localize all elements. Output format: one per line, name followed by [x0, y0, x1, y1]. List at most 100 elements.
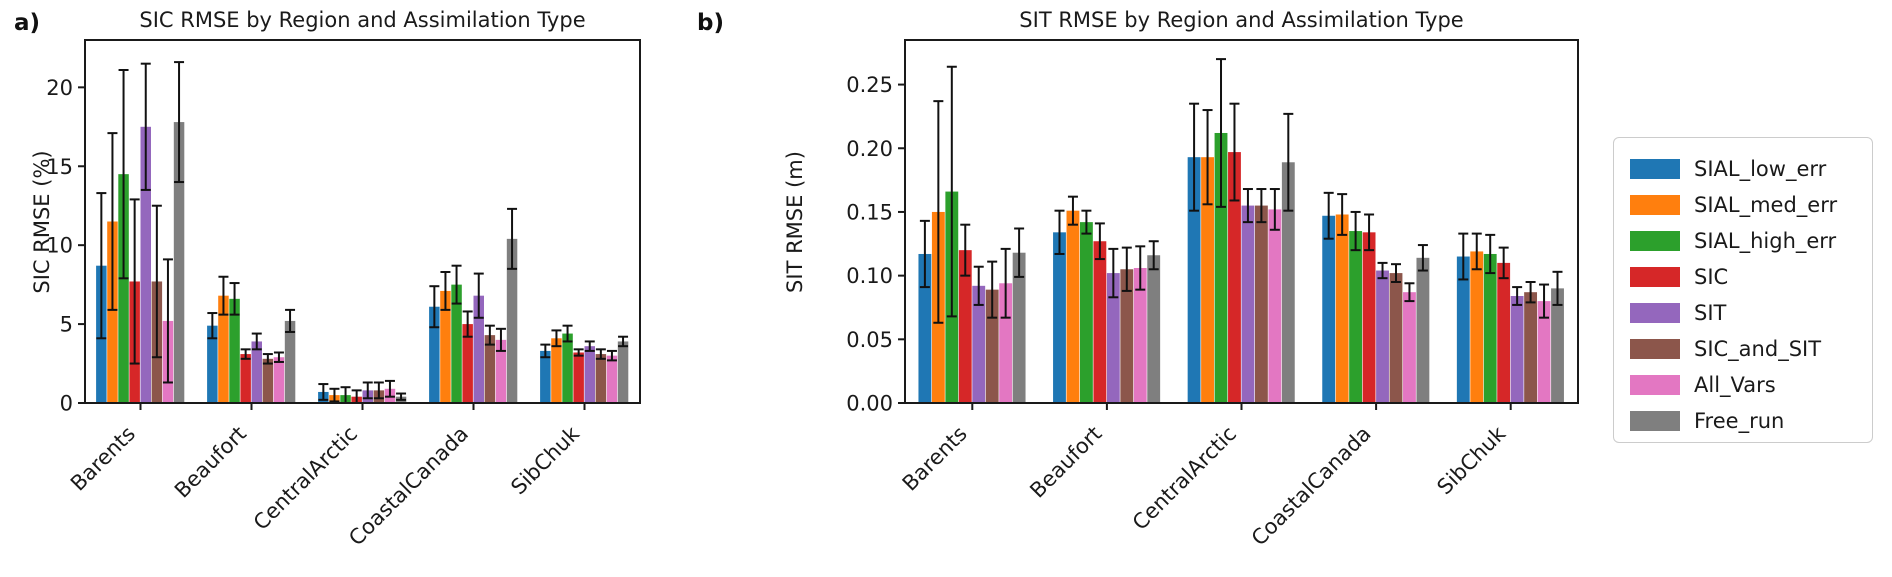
- legend-swatch-sial-high-err: [1630, 231, 1680, 251]
- legend-row: Free_run: [1630, 403, 1872, 439]
- error-bar-Free_run-SibChuk: [1552, 270, 1563, 306]
- error-bar-SIT-SibChuk: [1512, 286, 1523, 306]
- error-bar-SIAL_high_err-Barents: [118, 68, 129, 280]
- legend-swatch-sic-and-sit: [1630, 339, 1680, 359]
- x-tick-label: SibChuk: [506, 421, 584, 499]
- bar-SIC-SibChuk: [573, 352, 584, 403]
- error-bar-Free_run-Barents: [174, 61, 185, 184]
- bar-SIC_and_SIT-Beaufort: [1120, 269, 1134, 403]
- error-bar-SIC-SibChuk: [1498, 246, 1509, 280]
- legend: SIAL_low_err SIAL_med_err SIAL_high_err …: [1613, 137, 1873, 443]
- legend-label: SIAL_high_err: [1694, 229, 1837, 253]
- x-tick-label: Barents: [66, 422, 140, 496]
- panel-label-b: b): [697, 10, 724, 36]
- bar-SIC-CentralArctic: [1228, 152, 1241, 403]
- bar-SIAL_med_err-CentralArctic: [1201, 157, 1214, 403]
- bar-All_Vars-Barents: [999, 283, 1013, 403]
- bar-SIAL_low_err-SibChuk: [1456, 256, 1470, 403]
- legend-row: SIAL_med_err: [1630, 187, 1872, 223]
- legend-label: SIAL_med_err: [1694, 193, 1838, 217]
- bar-SIAL_high_err-SibChuk: [562, 333, 573, 403]
- error-bar-All_Vars-Barents: [162, 258, 173, 384]
- legend-label: SIT: [1694, 301, 1727, 325]
- y-tick-label: 0: [60, 392, 73, 416]
- error-bar-SIT-SibChuk: [584, 340, 595, 352]
- legend-label: SIC_and_SIT: [1694, 337, 1822, 361]
- error-bar-SIAL_med_err-CoastalCanada: [440, 271, 451, 311]
- error-bar-Free_run-Beaufort: [1148, 240, 1159, 271]
- error-bar-All_Vars-CentralArctic: [384, 379, 395, 398]
- bar-SIC-SibChuk: [1497, 262, 1511, 403]
- error-bar-All_Vars-Beaufort: [1135, 245, 1146, 291]
- bar-Free_run-Barents: [1012, 252, 1026, 403]
- error-bar-SIC_and_SIT-SibChuk: [595, 348, 606, 360]
- legend-row: SIC: [1630, 259, 1872, 295]
- legend-label: All_Vars: [1694, 373, 1776, 397]
- y-tick-label: 0.20: [846, 137, 893, 161]
- error-bar-SIAL_low_err-Barents: [919, 219, 930, 289]
- bar-SIAL_high_err-CentralArctic: [1214, 132, 1228, 403]
- legend-row: SIAL_high_err: [1630, 223, 1872, 259]
- bar-SIAL_high_err-CoastalCanada: [451, 284, 462, 403]
- error-bar-SIC_and_SIT-Barents: [151, 204, 162, 359]
- error-bar-All_Vars-Beaufort: [273, 351, 284, 363]
- bar-SIT-CentralArctic: [1241, 205, 1255, 403]
- bar-SIAL_high_err-Beaufort: [229, 298, 240, 403]
- error-bar-SIT-CentralArctic: [1242, 188, 1253, 224]
- x-tick-label: Beaufort: [1025, 422, 1106, 503]
- bar-SIAL_med_err-SibChuk: [1470, 251, 1484, 403]
- bar-SIAL_low_err-CoastalCanada: [1322, 215, 1336, 403]
- bar-SIAL_med_err-SibChuk: [551, 338, 562, 403]
- bar-Free_run-CentralArctic: [1281, 162, 1295, 403]
- legend-swatch-free-run: [1630, 411, 1680, 431]
- error-bar-SIAL_low_err-CentralArctic: [318, 383, 329, 401]
- legend-row: SIT: [1630, 295, 1872, 331]
- error-bar-SIC_and_SIT-CoastalCanada: [1390, 263, 1401, 283]
- error-bar-SIAL_med_err-SibChuk: [1471, 232, 1482, 271]
- error-bar-SIC-Beaufort: [240, 348, 251, 360]
- bar-All_Vars-SibChuk: [606, 355, 618, 403]
- error-bar-SIT-CoastalCanada: [1377, 261, 1388, 280]
- bar-SIC-Barents: [958, 250, 972, 403]
- error-bar-SIAL_med_err-Barents: [933, 100, 944, 324]
- x-tick-label: Barents: [898, 422, 972, 496]
- error-bar-SIAL_high_err-CentralArctic: [1216, 58, 1227, 208]
- bar-Free_run-CoastalCanada: [1416, 257, 1430, 403]
- bar-Free_run-SibChuk: [617, 341, 629, 403]
- bar-Free_run-Beaufort: [1147, 255, 1161, 403]
- chart-a-title: SIC RMSE by Region and Assimilation Type: [139, 8, 586, 32]
- bar-SIC-CoastalCanada: [462, 324, 473, 403]
- error-bar-SIC-Barents: [960, 223, 971, 277]
- bar-SIAL_med_err-Barents: [107, 221, 118, 403]
- bar-SIT-CoastalCanada: [1376, 270, 1389, 403]
- error-bar-SIC-Beaufort: [1094, 222, 1105, 261]
- y-tick-label: 5: [60, 313, 73, 337]
- bar-SIT-Beaufort: [1106, 273, 1120, 403]
- error-bar-Free_run-CoastalCanada: [507, 207, 518, 270]
- error-bar-SIC-CentralArctic: [1229, 102, 1240, 202]
- legend-row: SIAL_low_err: [1630, 151, 1872, 187]
- bar-SIC_and_SIT-SibChuk: [1524, 292, 1538, 403]
- error-bar-SIT-Beaufort: [1108, 247, 1119, 299]
- error-bar-SIAL_low_err-Beaufort: [1054, 209, 1065, 255]
- bar-All_Vars-SibChuk: [1537, 301, 1551, 403]
- bar-SIAL_high_err-Beaufort: [1079, 222, 1093, 403]
- bar-Free_run-Beaufort: [284, 320, 296, 403]
- error-bar-SIAL_high_err-Beaufort: [229, 282, 240, 316]
- error-bar-SIAL_med_err-CentralArctic: [329, 387, 340, 403]
- error-bar-SIC_and_SIT-Beaufort: [1121, 246, 1132, 292]
- error-bar-Free_run-CentralArctic: [1283, 112, 1294, 212]
- x-tick-label: SibChuk: [1432, 421, 1510, 499]
- legend-label: SIC: [1694, 265, 1729, 289]
- bar-Free_run-SibChuk: [1551, 288, 1564, 403]
- legend-swatch-sial-low-err: [1630, 159, 1680, 179]
- y-tick-label: 0.05: [846, 328, 893, 352]
- bar-SIT-SibChuk: [1510, 296, 1524, 403]
- legend-row: SIC_and_SIT: [1630, 331, 1872, 367]
- error-bar-SIAL_med_err-CoastalCanada: [1337, 193, 1348, 236]
- legend-row: All_Vars: [1630, 367, 1872, 403]
- error-bar-SIAL_low_err-Beaufort: [207, 312, 218, 340]
- y-tick-label: 0.10: [846, 264, 893, 288]
